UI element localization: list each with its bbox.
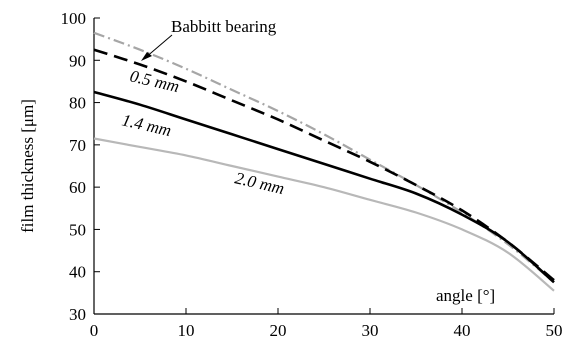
series-line-babbitt-bearing [93,31,555,284]
y-tick-label: 90 [69,51,86,70]
x-tick-label: 0 [90,321,99,340]
babbitt-pointer-arrowhead [141,52,152,61]
y-tick-label: 40 [69,263,86,282]
series-layer [93,31,555,292]
ticks: 0 10 20 30 40 50 30 40 50 60 70 80 90 100 [61,9,563,340]
y-tick-label: 50 [69,220,86,239]
series-line-1-4-mm [93,90,555,284]
series-label-babbitt-bearing: Babbitt bearing [171,17,277,36]
x-tick-label: 10 [178,321,195,340]
y-tick-label: 70 [69,136,86,155]
y-axis-title: film thickness [μm] [18,99,37,233]
y-tick-label: 30 [69,305,86,324]
axes [93,18,554,315]
x-tick-label: 50 [546,321,563,340]
series-label-1-4-mm: 1.4 mm [120,110,173,140]
babbitt-pointer-arrow [141,34,173,61]
x-tick-label: 20 [270,321,287,340]
y-tick-label: 100 [61,9,87,28]
x-tick-label: 40 [454,321,471,340]
series-label-2-0-mm: 2.0 mm [233,168,286,198]
series-label-0-5-mm: 0.5 mm [128,66,181,96]
x-axis-title: angle [°] [436,286,495,305]
y-tick-label: 60 [69,178,86,197]
series-line-2-0-mm [93,137,555,292]
y-tick-label: 80 [69,94,86,113]
x-tick-label: 30 [362,321,379,340]
